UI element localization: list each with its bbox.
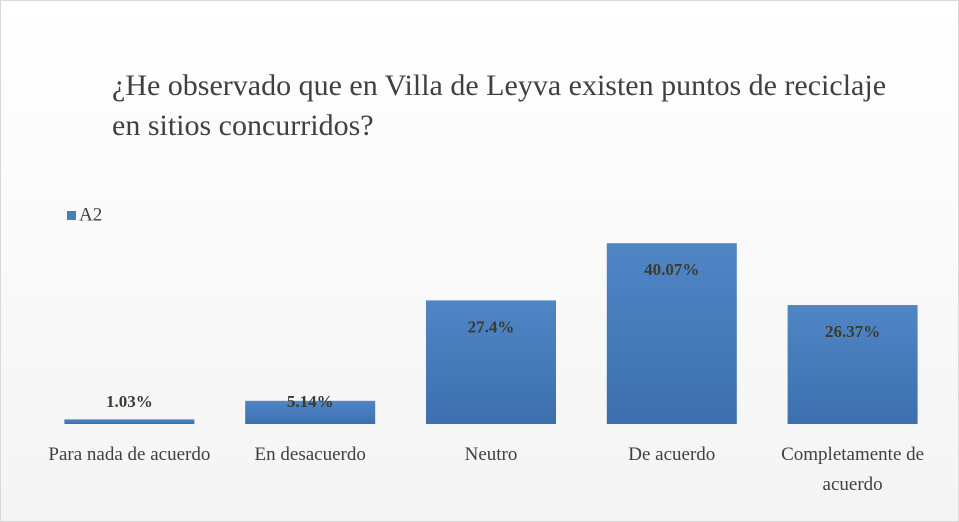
bar [787,305,918,424]
x-tick-label: De acuerdo [628,444,716,465]
chart: A2 1.03% 5.14% 27.4% 40.07% 26.37% [64,204,918,424]
legend-label: A2 [79,204,102,225]
bar [245,400,376,424]
x-tick-label: Completamente de acuerdo [781,444,925,495]
bar [426,300,556,424]
value-label: 5.14% [287,392,334,411]
chart-title: ¿He observado que en Villa de Leyva exis… [112,69,887,142]
value-label: 26.37% [825,322,880,341]
bar [606,243,737,424]
x-tick-label: Para nada de acuerdo [48,444,211,465]
legend-swatch [67,211,76,220]
value-label: 27.4% [468,317,515,336]
x-tick-label: Neutro [464,444,518,465]
x-tick-label: En desacuerdo [254,444,366,465]
bar [64,419,195,424]
value-label: 1.03% [106,392,153,411]
value-label: 40.07% [644,260,699,279]
